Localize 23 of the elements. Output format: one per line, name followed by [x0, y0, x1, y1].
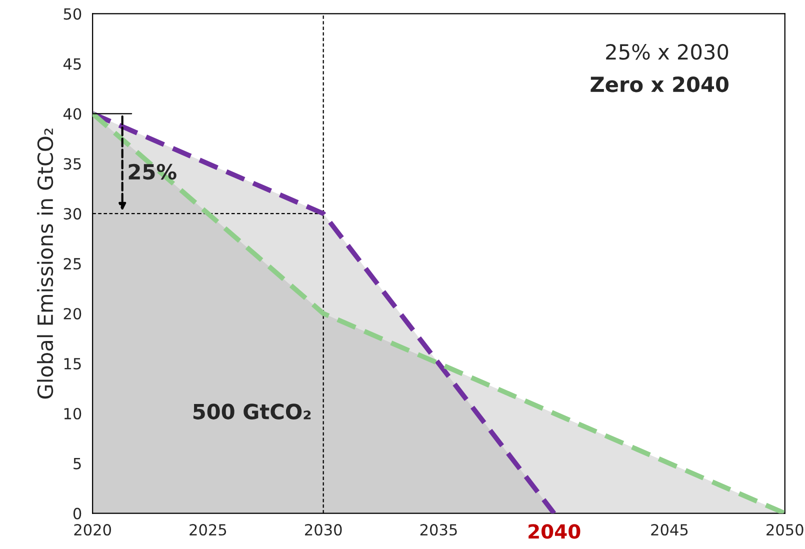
y-tick-label: 45 [63, 58, 81, 70]
x-tick-label: 2045 [651, 524, 688, 536]
annotation: 25% x 2030 [606, 44, 728, 60]
x-tick-label: 2030 [305, 524, 342, 536]
x-tick-label: 2020 [74, 524, 111, 536]
annotation: 25% [128, 164, 176, 180]
x-tick-label: 2035 [420, 524, 457, 536]
x-tick-label: 2050 [766, 524, 804, 536]
y-axis-title: Global Emissions in GtCO₂ [37, 128, 54, 399]
annotation: 500 GtCO₂ [193, 404, 311, 420]
y-tick-label: 20 [64, 308, 82, 320]
annotation: Zero x 2040 [590, 76, 728, 92]
x-tick-label: 2025 [190, 524, 226, 536]
y-tick-label: 50 [64, 8, 82, 20]
y-tick-label: 30 [64, 208, 82, 220]
y-tick-label: 40 [63, 108, 82, 120]
y-tick-label: 0 [73, 508, 82, 520]
y-tick-label: 5 [74, 458, 81, 470]
x-tick-label: 2040 [528, 524, 580, 539]
y-tick-label: 10 [64, 408, 82, 420]
y-tick-label: 25 [64, 258, 81, 270]
y-tick-label: 35 [64, 158, 81, 170]
y-tick-label: 15 [64, 358, 81, 370]
